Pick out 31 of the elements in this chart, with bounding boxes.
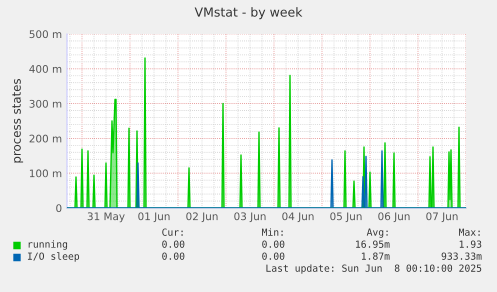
x-tick-label: 04 Jun: [282, 212, 314, 222]
x-tick-label: 01 Jun: [138, 212, 170, 222]
x-tick-label: 31 May: [88, 212, 125, 222]
x-tick-label: 02 Jun: [186, 212, 218, 222]
text: Cur:: [162, 228, 183, 236]
text: 0.00: [162, 240, 184, 248]
y-tick-label: 100 m: [30, 169, 62, 178]
y-tick-label: 300 m: [30, 100, 62, 108]
text: 933.33m: [442, 252, 482, 260]
x-tick-label: 06 Jun: [378, 212, 410, 222]
legend-label: running: [28, 240, 68, 250]
legend-label: I/O sleep: [28, 252, 80, 262]
text: Max:: [458, 228, 480, 236]
text: 16.95m: [356, 240, 390, 248]
chart-title: VMstat - by week: [194, 7, 302, 20]
text: 0.00: [262, 240, 284, 248]
text: Last update: Sun Jun 8 00:10:00 2025: [266, 264, 482, 274]
x-tick-label: 03 Jun: [234, 212, 266, 222]
text: 0.00: [262, 252, 284, 260]
y-tick-label: 0: [56, 204, 62, 212]
y-tick-label: 500 m: [30, 30, 62, 38]
y-tick-label: 200 m: [30, 134, 62, 143]
text: 0.00: [162, 252, 184, 260]
text: 1.87m: [362, 252, 390, 260]
y-tick-label: 400 m: [29, 65, 62, 73]
x-tick-label: 05 Jun: [330, 212, 362, 222]
y-axis-title: process states: [12, 78, 24, 163]
text: 1.93: [460, 240, 482, 248]
text: Min:: [262, 228, 283, 236]
x-tick-label: 07 Jun: [426, 212, 458, 222]
text: Avg:: [366, 228, 388, 238]
